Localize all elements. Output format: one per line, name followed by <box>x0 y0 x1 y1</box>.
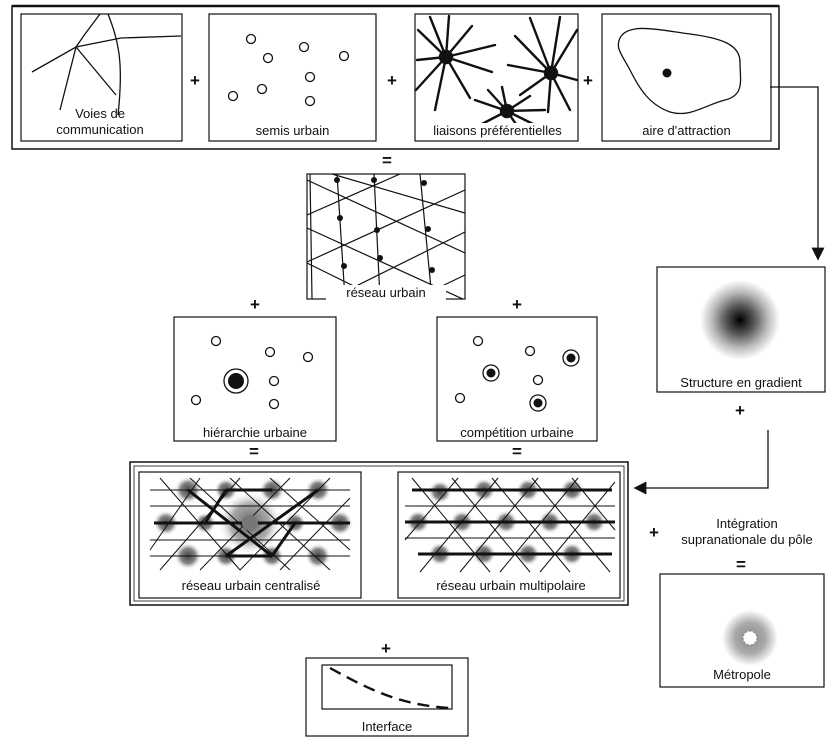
label-aire: aire d'attraction <box>642 123 731 138</box>
panel-interface <box>305 657 469 737</box>
panel-liaisons <box>414 13 579 142</box>
label-hierarchie: hiérarchie urbaine <box>202 425 308 440</box>
panel-competition <box>436 316 598 442</box>
equals-sign: = <box>249 442 259 461</box>
plus-sign: + <box>190 71 200 90</box>
label-semis: semis urbain <box>255 123 330 138</box>
label-reseau-urbain: réseau urbain <box>326 285 446 301</box>
arrow-to-networks <box>633 430 769 495</box>
panel-gradient <box>656 266 826 393</box>
panel-multipolaire <box>397 471 621 599</box>
equals-sign: = <box>512 442 522 461</box>
equals-sign: = <box>382 151 392 170</box>
label-metropole: Métropole <box>713 667 771 682</box>
label-interface: Interface <box>361 719 413 734</box>
label-integration: Intégration supranationale du pôle <box>681 516 813 547</box>
panel-centralise <box>138 471 362 599</box>
plus-sign: + <box>735 401 745 420</box>
label-competition: compétition urbaine <box>460 425 574 440</box>
panel-voies <box>20 13 183 142</box>
label-voies: Voies de communication <box>56 106 144 137</box>
arrow-to-gradient <box>770 86 825 261</box>
panel-metropole <box>659 573 825 688</box>
equals-sign: = <box>736 555 746 574</box>
label-liaisons: liaisons préférentielles <box>418 123 577 139</box>
label-centralise: réseau urbain centralisé <box>160 578 342 594</box>
label-multipolaire: réseau urbain multipolaire <box>412 578 610 594</box>
panel-hierarchie <box>173 316 337 442</box>
plus-sign: + <box>381 639 391 658</box>
plus-sign: + <box>583 71 593 90</box>
plus-sign: + <box>512 295 522 314</box>
plus-sign: + <box>649 523 659 542</box>
plus-sign: + <box>250 295 260 314</box>
networks-frame <box>129 461 629 606</box>
panel-aire <box>601 13 772 142</box>
label-gradient: Structure en gradient <box>680 375 802 390</box>
panel-reseau-urbain <box>306 173 466 300</box>
plus-sign: + <box>387 71 397 90</box>
panel-semis <box>208 13 377 142</box>
